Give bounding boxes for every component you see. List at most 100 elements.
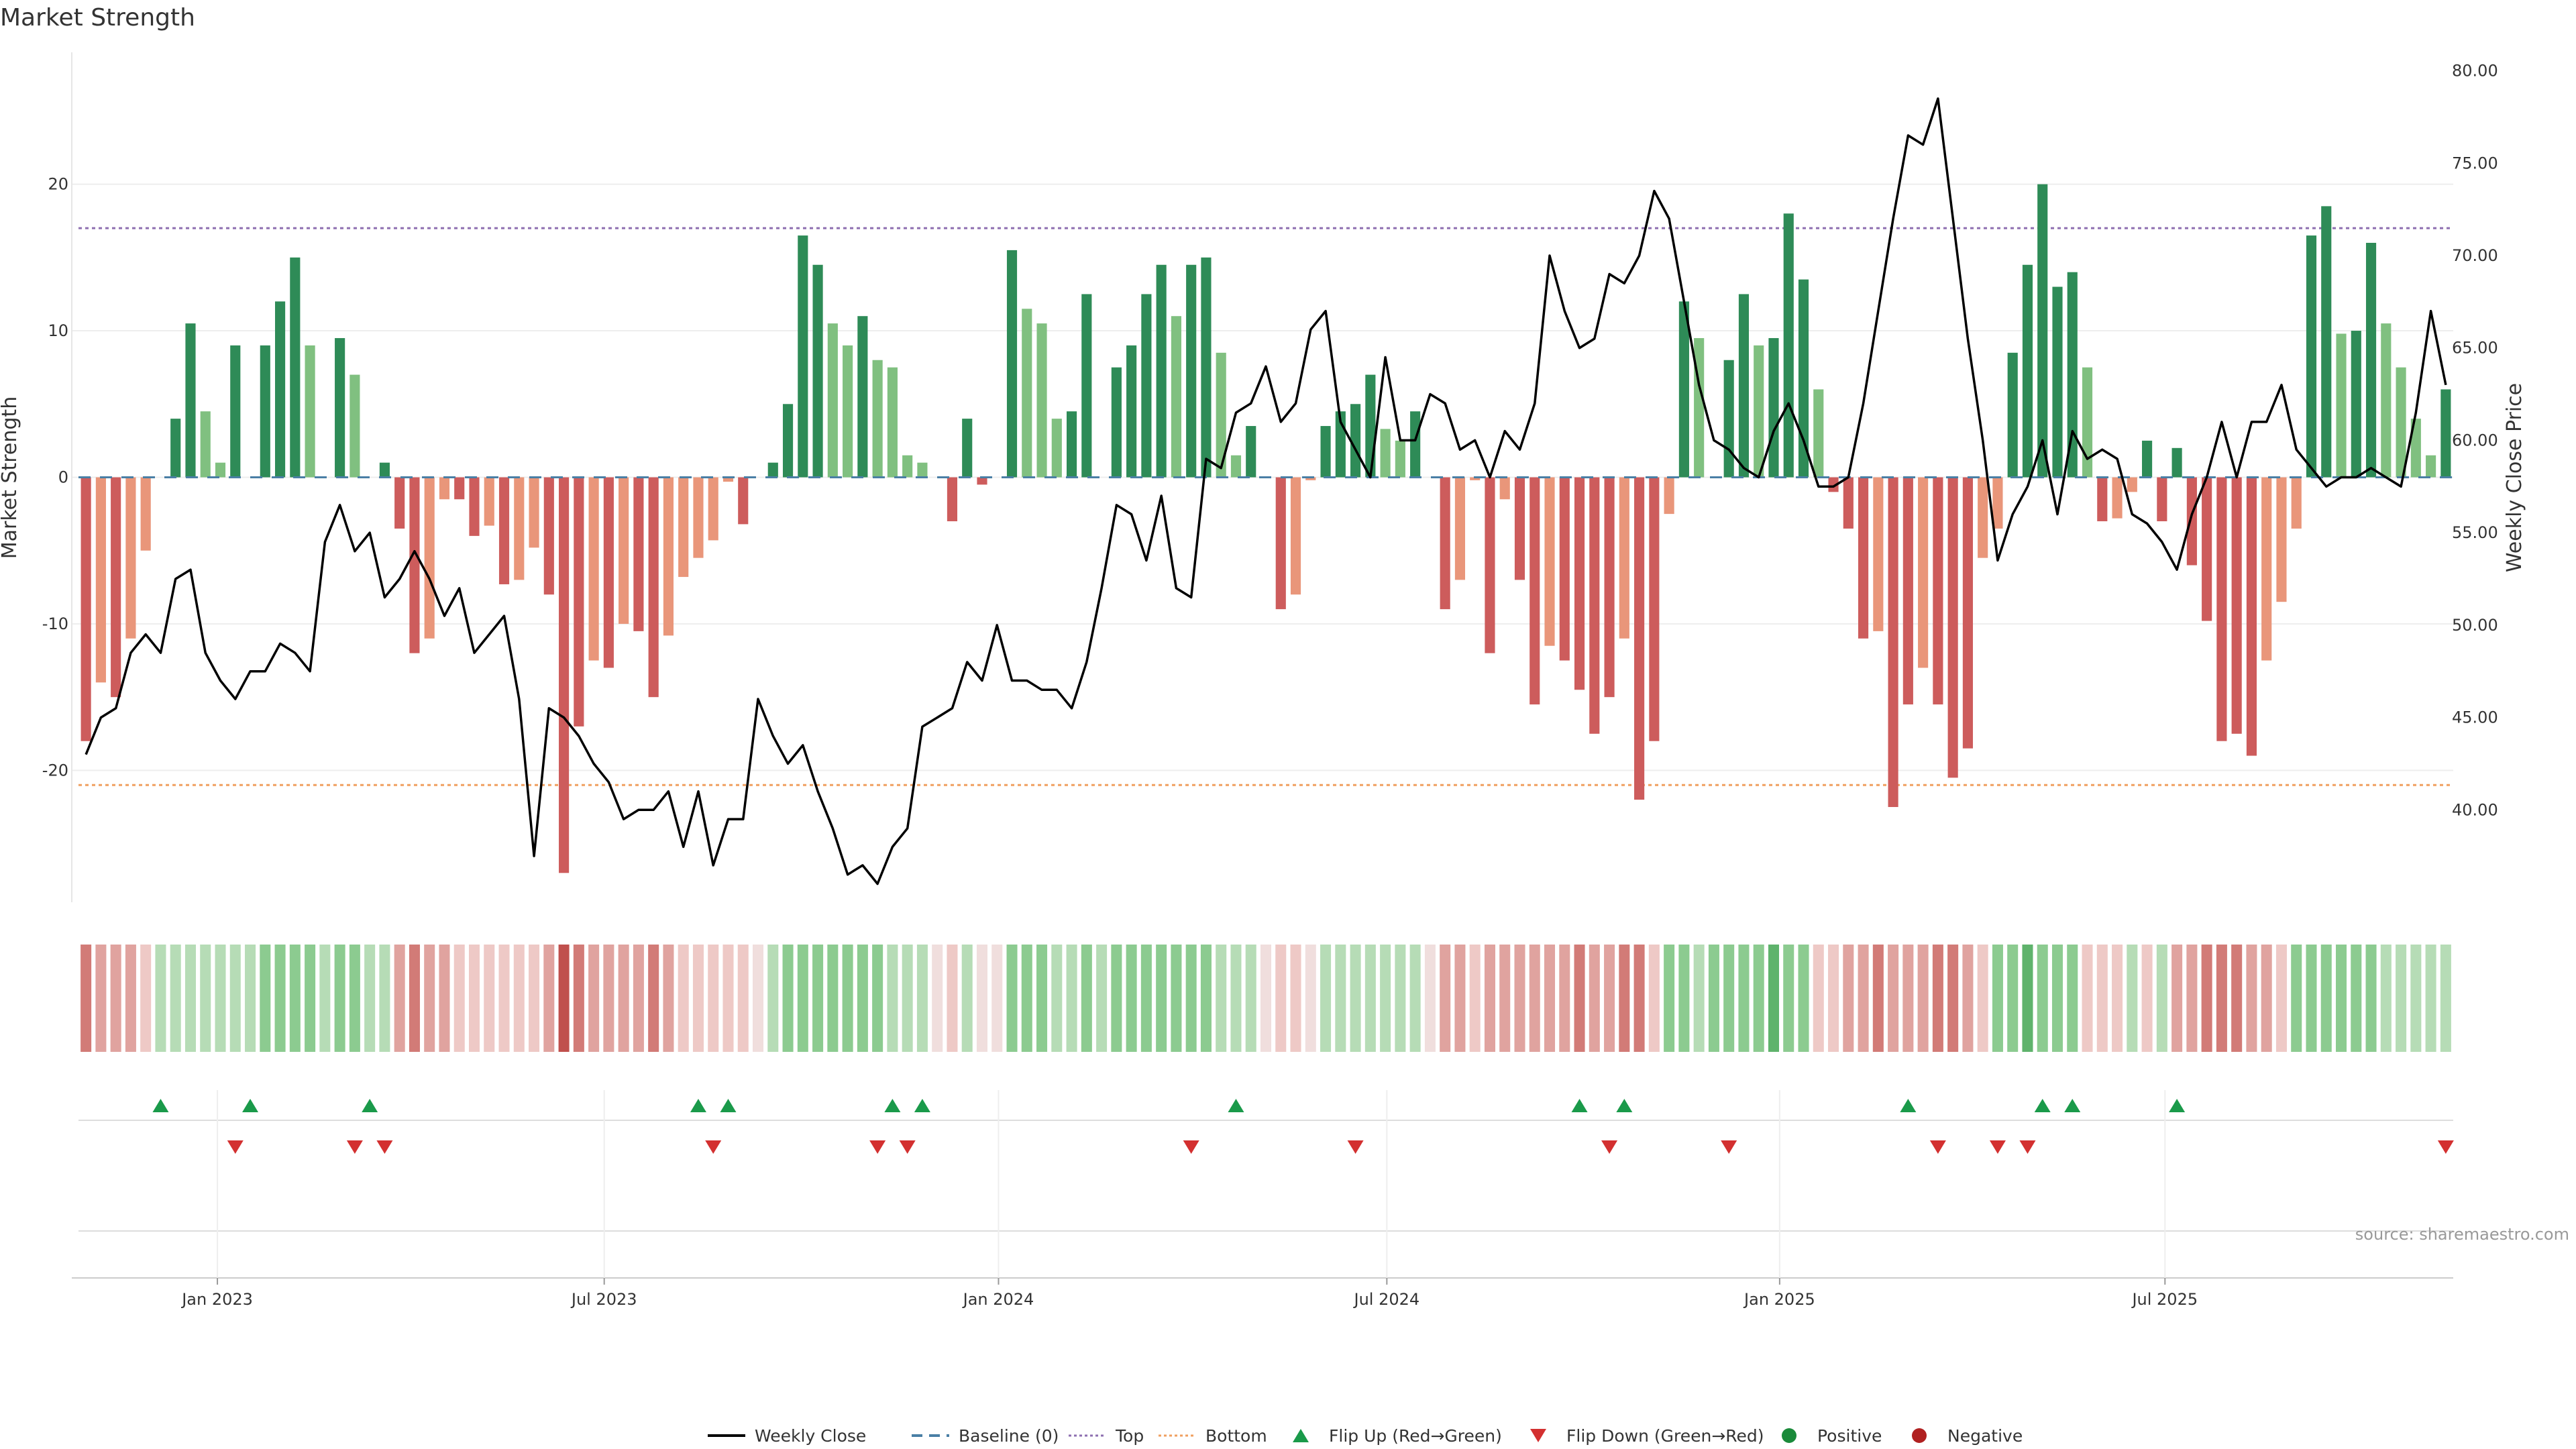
strip-cell (334, 945, 345, 1052)
strip-cell (1051, 945, 1063, 1052)
strength-bar (872, 360, 883, 478)
strength-bar (125, 477, 136, 639)
strip-cell (1813, 945, 1824, 1052)
flip-down-marker (869, 1140, 886, 1154)
strip-cell (1648, 945, 1660, 1052)
right-tick-label: 40.00 (2452, 800, 2498, 819)
strength-bar (2321, 206, 2332, 478)
strip-cell (2201, 945, 2212, 1052)
x-tick-label: Jan 2023 (180, 1290, 253, 1309)
strip-cell (260, 945, 271, 1052)
strength-bar (708, 477, 718, 541)
strip-cell (2067, 945, 2078, 1052)
strength-bar (1589, 477, 1600, 734)
strength-bar (335, 337, 345, 478)
strip-cell (274, 945, 286, 1052)
strength-bar (574, 477, 584, 727)
close-line-layer (85, 97, 2447, 885)
strip-cell (95, 945, 107, 1052)
strength-bar (95, 477, 106, 683)
strip-cell (1126, 945, 1137, 1052)
strength-bar (1395, 440, 1405, 478)
strip-cell (1140, 945, 1152, 1052)
strength-bar (1514, 477, 1525, 580)
strip-cell (1783, 945, 1794, 1052)
strip-cell (453, 945, 465, 1052)
flip-down-marker (1929, 1140, 1946, 1154)
strip-cell (722, 945, 734, 1052)
strip-cell (887, 945, 898, 1052)
strip-cell (1499, 945, 1511, 1052)
strip-cell (872, 945, 883, 1052)
flip-up-marker (2034, 1099, 2051, 1112)
strength-bar (2082, 367, 2093, 478)
strip-cell (1006, 945, 1018, 1052)
strip-cell (498, 945, 510, 1052)
legend-item: Top (1069, 1426, 1144, 1446)
flip-up-marker (1571, 1099, 1588, 1112)
strength-bar (2231, 477, 2242, 734)
strength-bar (962, 419, 973, 478)
legend-item: Negative (1912, 1426, 2023, 1446)
flip-up-marker (1228, 1099, 1244, 1112)
strip-cell (1947, 945, 1959, 1052)
flip-down-marker (227, 1140, 244, 1154)
strength-bar (1499, 477, 1510, 500)
strip-cell (2291, 945, 2302, 1052)
strength-bar (2396, 367, 2406, 478)
strength-heat-strip (80, 945, 2451, 1052)
flip-down-marker (1347, 1140, 1364, 1154)
strength-bar (1649, 477, 1660, 741)
right-tick-label: 60.00 (2452, 431, 2498, 449)
strip-cell (2320, 945, 2332, 1052)
strip-cell (1738, 945, 1750, 1052)
strength-bar (619, 477, 629, 624)
strength-bar (827, 323, 838, 478)
strip-cell (753, 945, 764, 1052)
strength-bar (409, 477, 420, 653)
strip-cell (1066, 945, 1077, 1052)
strip-cell (842, 945, 853, 1052)
x-tick-label: Jan 2025 (1743, 1290, 1815, 1309)
strip-cell (170, 945, 181, 1052)
strength-bar (1470, 477, 1481, 480)
strip-cell (1111, 945, 1122, 1052)
legend-label: Top (1115, 1426, 1144, 1446)
strength-bar (424, 477, 435, 639)
strength-bar (2007, 352, 2018, 478)
strength-bar (782, 404, 794, 478)
strength-bar (1081, 294, 1092, 478)
strength-bar (2171, 447, 2182, 478)
strip-cell (2440, 945, 2451, 1052)
strip-cell (618, 945, 629, 1052)
strength-bar (1723, 360, 1734, 478)
strength-bar (1604, 477, 1615, 698)
flip-up-marker (152, 1099, 169, 1112)
x-axis: Jan 2023 Jul 2023 Jan 2024 Jul 2024 Jan 2025… (180, 1278, 2198, 1309)
legend-label: Flip Up (Red→Green) (1329, 1426, 1502, 1446)
strip-cell (961, 945, 973, 1052)
strength-bar (1440, 477, 1450, 610)
strip-cell (305, 945, 316, 1052)
flip-up-marker (242, 1099, 259, 1112)
left-axis-ticks: 20 10 0 -10 -20 (42, 175, 68, 780)
strength-bar (1022, 309, 1032, 478)
strip-cell (648, 945, 659, 1052)
strength-bar (2202, 477, 2212, 621)
strip-cell (1081, 945, 1092, 1052)
legend-swatch-triangle-down (1530, 1429, 1546, 1442)
strength-bar (1485, 477, 1495, 653)
strip-cell (1200, 945, 1212, 1052)
strength-bar (290, 257, 301, 478)
strength-bar (1619, 477, 1629, 639)
strip-cell (1693, 945, 1705, 1052)
strength-bar (588, 477, 599, 661)
strength-bar (454, 477, 465, 500)
strip-cell (468, 945, 480, 1052)
strip-cell (2141, 945, 2153, 1052)
strip-cell (678, 945, 689, 1052)
strength-bar (2097, 477, 2108, 522)
strength-bar (1634, 477, 1645, 800)
right-tick-label: 70.00 (2452, 246, 2498, 265)
strip-cell (1260, 945, 1272, 1052)
